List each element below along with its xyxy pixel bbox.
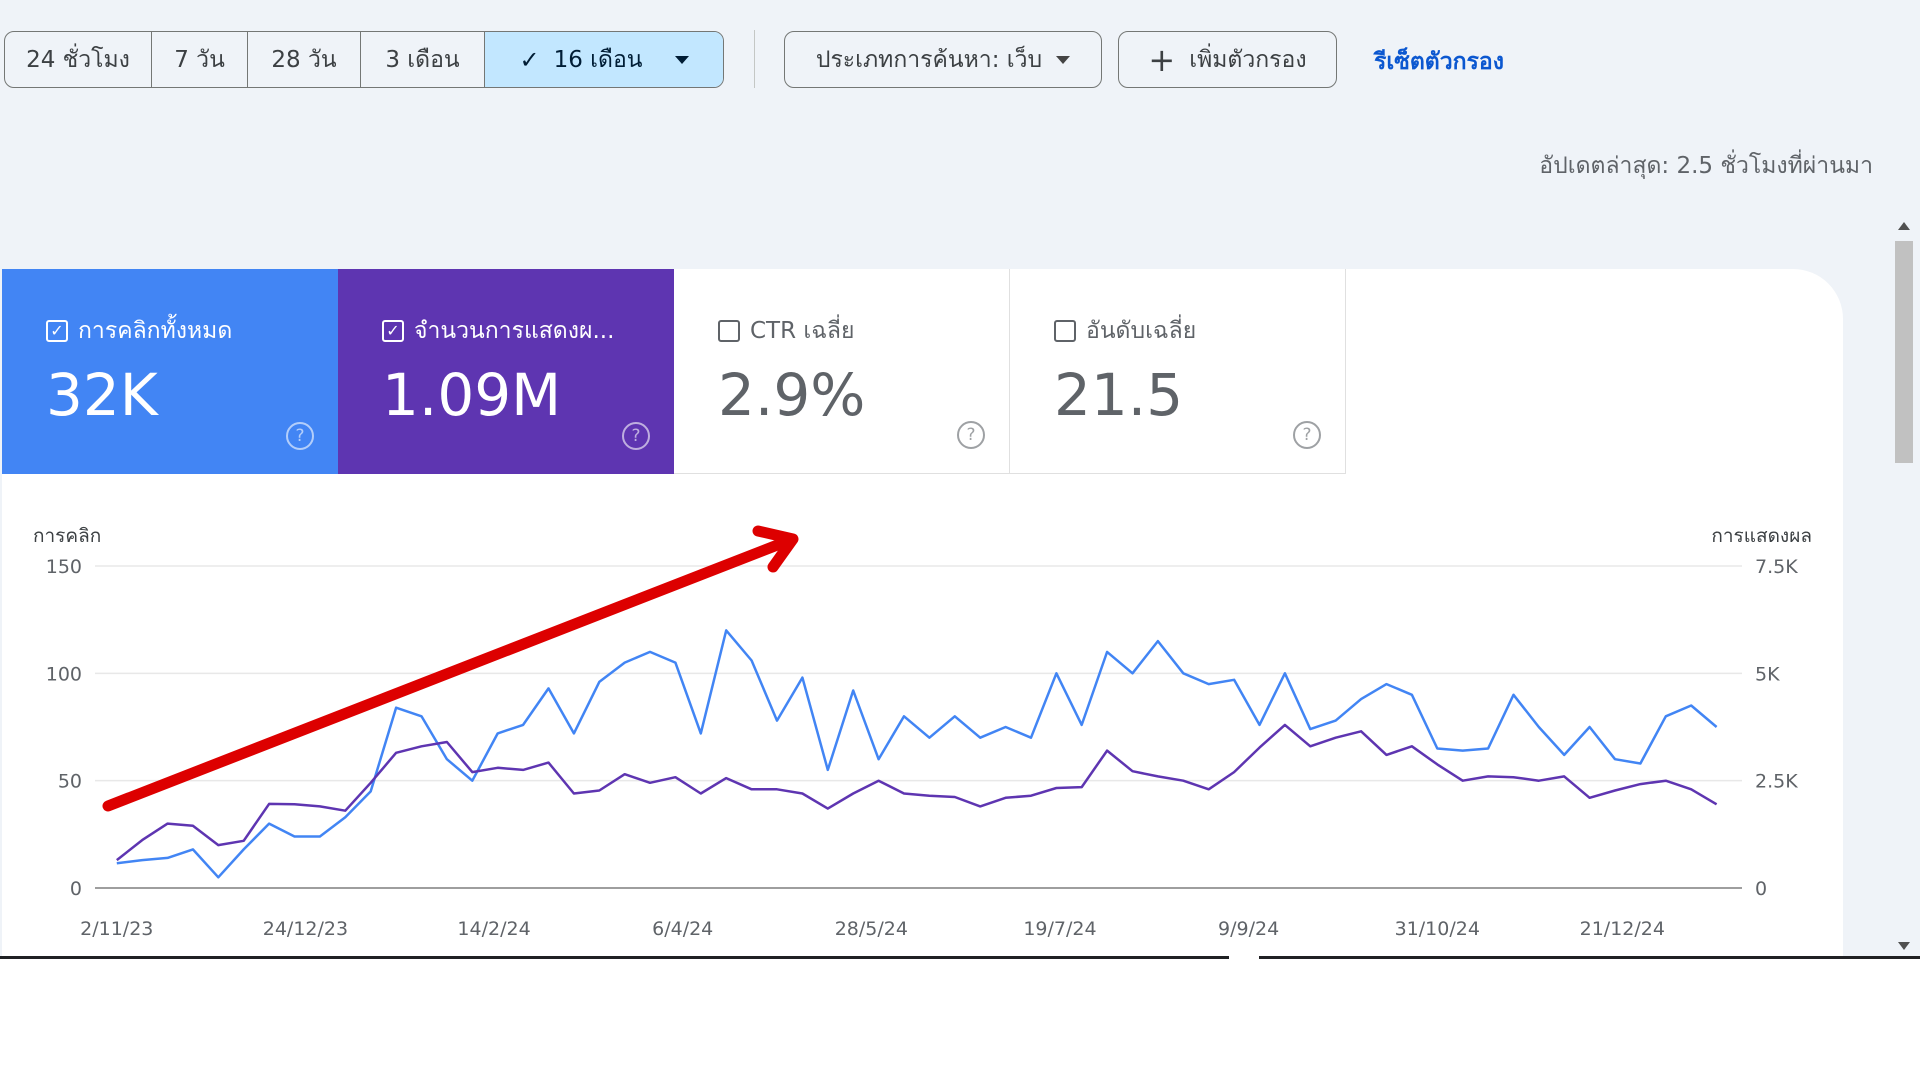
help-icon[interactable]: ? [286,422,314,450]
metric-card-total-clicks[interactable]: ✓ การคลิกทั้งหมด 32K ? [2,269,338,474]
metric-value: 2.9% [718,361,866,429]
metric-value: 32K [46,361,158,429]
x-axis-tick: 19/7/24 [1023,918,1096,940]
red-arrow-annotation [102,525,799,812]
scrollbar-thumb[interactable] [1895,241,1913,463]
metric-card-average-position[interactable]: อันดับเฉลี่ย 21.5 ? [1010,269,1346,474]
check-icon: ✓ [519,45,540,74]
x-axis-tick: 2/11/23 [80,918,153,940]
help-icon[interactable]: ? [622,422,650,450]
add-filter-button[interactable]: + เพิ่มตัวกรอง [1118,31,1337,88]
bottom-border-gap [1229,955,1259,960]
left-axis-tick: 0 [70,878,82,900]
range-7-days[interactable]: 7 วัน [152,32,248,87]
arrow-head-icon [752,525,799,573]
arrow-shaft [102,538,786,812]
dropdown-arrow-icon [1056,55,1071,64]
right-axis-tick: 2.5K [1755,771,1798,793]
checkbox-unchecked-icon[interactable] [1054,320,1076,342]
metric-label: อันดับเฉลี่ย [1086,318,1197,344]
metric-card-average-ctr[interactable]: CTR เฉลี่ย 2.9% ? [674,269,1010,474]
search-console-performance: 24 ชั่วโมง 7 วัน 28 วัน 3 เดือน ✓ 16 เดื… [0,0,1920,959]
x-axis-tick: 9/9/24 [1218,918,1279,940]
impressions-series-line [116,723,1718,862]
plus-icon: + [1148,40,1176,79]
x-axis-tick: 21/12/24 [1580,918,1665,940]
x-axis-tick: 28/5/24 [835,918,908,940]
toolbar-divider [754,30,755,88]
range-3-months[interactable]: 3 เดือน [361,32,485,87]
range-28-days[interactable]: 28 วัน [248,32,361,87]
date-range-selector: 24 ชั่วโมง 7 วัน 28 วัน 3 เดือน ✓ 16 เดื… [4,31,724,88]
performance-chart: การคลิก การแสดงผล 150 7.5K 100 5K 50 2.5K 0 0 2/… [33,525,1812,940]
help-icon[interactable]: ? [957,421,985,449]
x-axis-tick: 31/10/24 [1395,918,1480,940]
range-24-hours[interactable]: 24 ชั่วโมง [5,32,152,87]
last-updated-text: อัปเดตล่าสุด: 2.5 ชั่วโมงที่ผ่านมา [1539,153,1873,179]
range-label: 16 เดือน [553,46,643,73]
clicks-series-line [116,629,1718,879]
bottom-border [0,956,1920,959]
metric-label: การคลิกทั้งหมด [78,318,233,344]
right-axis-tick: 7.5K [1755,556,1798,578]
left-axis-tick: 150 [46,556,82,578]
x-axis-tick: 14/2/24 [457,918,530,940]
add-filter-label: เพิ่มตัวกรอง [1189,46,1307,73]
scroll-up-arrow-icon[interactable] [1898,222,1910,230]
scroll-down-arrow-icon[interactable] [1898,942,1910,950]
x-axis-tick: 6/4/24 [652,918,713,940]
metric-label: CTR เฉลี่ย [750,318,855,344]
right-axis-title: การแสดงผล [1711,525,1812,547]
left-axis-tick: 100 [46,663,82,685]
metric-label: จำนวนการแสดงผ... [414,318,615,344]
metric-value: 21.5 [1054,361,1184,429]
dropdown-arrow-icon [674,55,689,64]
search-type-dropdown[interactable]: ประเภทการค้นหา: เว็บ [784,31,1102,88]
checkbox-checked-icon[interactable]: ✓ [46,320,68,342]
search-type-label: ประเภทการค้นหา: เว็บ [815,46,1043,73]
right-axis-tick: 5K [1755,663,1780,685]
metric-card-impressions[interactable]: ✓ จำนวนการแสดงผ... 1.09M ? [338,269,674,474]
range-16-months[interactable]: ✓ 16 เดือน [485,32,723,87]
scrollbar[interactable] [1892,216,1916,956]
left-axis-title: การคลิก [33,525,101,547]
x-axis-tick: 24/12/23 [263,918,348,940]
help-icon[interactable]: ? [1293,421,1321,449]
reset-filters-link[interactable]: รีเซ็ตตัวกรอง [1374,49,1504,75]
performance-panel: ✓ การคลิกทั้งหมด 32K ? ✓ จำนวนการแสดงผ... … [2,269,1843,959]
left-axis-tick: 50 [58,771,82,793]
metric-value: 1.09M [382,361,562,429]
checkbox-unchecked-icon[interactable] [718,320,740,342]
right-axis-tick: 0 [1755,878,1767,900]
checkbox-checked-icon[interactable]: ✓ [382,320,404,342]
